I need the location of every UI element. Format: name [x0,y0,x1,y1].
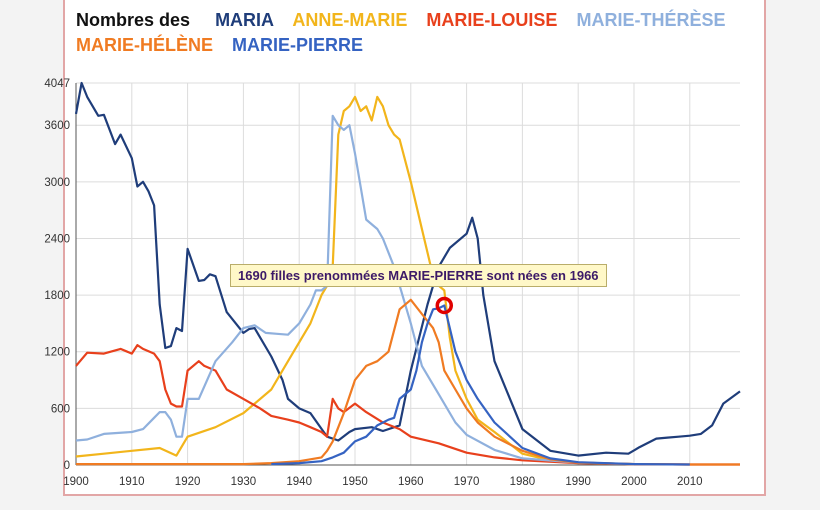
x-tick-label: 1940 [286,476,312,488]
y-tick-label: 2400 [44,233,70,245]
x-tick-label: 1930 [231,476,257,488]
x-tick-label: 1920 [175,476,201,488]
highlight-marker[interactable] [435,296,454,315]
x-tick-label: 1950 [342,476,368,488]
series-line-marie-louise[interactable] [75,344,740,466]
y-tick-label: 1200 [44,347,70,359]
x-tick-label: 1970 [454,476,480,488]
y-tick-label: 3600 [44,120,70,132]
legend-item-anne-marie[interactable]: ANNE-MARIE [292,10,408,30]
series-line-marie-therese[interactable] [75,114,635,466]
legend-item-marie-pierre[interactable]: MARIE-PIERRE [232,35,364,55]
chart-legend: Nombres des MARIA ANNE-MARIE MARIE-LOUIS… [76,8,766,58]
series-line-anne-marie[interactable] [75,95,635,466]
legend-item-marie-therese[interactable]: MARIE-THÉRÈSE [576,10,726,30]
x-tick-label: 1900 [63,476,89,488]
legend-lead: Nombres des [76,10,191,30]
x-tick-label: 1960 [398,476,424,488]
y-tick-label: 600 [51,403,70,415]
series-line-marie-helene[interactable] [76,298,740,466]
y-tick-label: 4047 [44,78,70,90]
legend-item-marie-helene[interactable]: MARIE-HÉLÈNE [76,35,214,55]
legend-item-maria[interactable]: MARIA [215,10,275,30]
series-line-maria[interactable] [74,81,741,457]
x-tick-label: 1990 [565,476,591,488]
x-tick-label: 2010 [677,476,703,488]
y-tick-label: 3000 [44,177,70,189]
data-tooltip: 1690 filles prenommées MARIE-PIERRE sont… [230,264,607,287]
x-tick-label: 2000 [621,476,647,488]
x-tick-label: 1910 [119,476,145,488]
x-tick-label: 1980 [510,476,536,488]
y-tick-label: 0 [64,460,70,472]
series-line-marie-pierre[interactable] [271,304,690,466]
y-tick-label: 1800 [44,290,70,302]
legend-item-marie-louise[interactable]: MARIE-LOUISE [426,10,558,30]
